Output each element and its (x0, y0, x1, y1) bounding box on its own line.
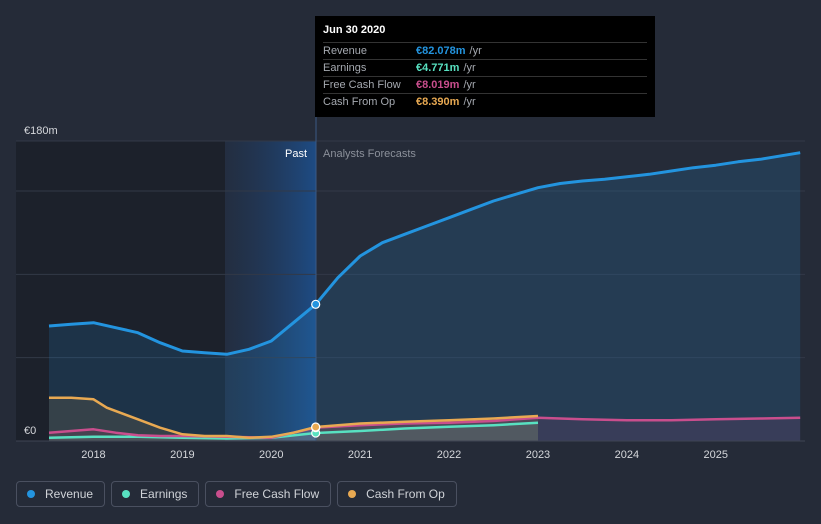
tooltip-date: Jun 30 2020 (323, 24, 386, 36)
tooltip-row: Revenue €82.078m/yr (323, 42, 647, 59)
free-cash-flow-line (48, 416, 801, 439)
tooltip-row-label: Cash From Op (323, 96, 396, 108)
tooltip-row: Cash From Op €8.390m/yr (323, 93, 647, 110)
cash-from-op-highlight-point[interactable] (311, 422, 321, 432)
tooltip-row: Earnings €4.771m/yr (323, 59, 647, 76)
legend: Revenue Earnings Free Cash Flow Cash From O… (16, 481, 457, 507)
tooltip-row-label: Earnings (323, 62, 367, 74)
tooltip-row-label: Free Cash Flow (323, 79, 401, 91)
legend-item-revenue[interactable]: Revenue (16, 481, 106, 507)
x-tick-label: 2025 (704, 449, 728, 461)
x-tick-label: 2022 (437, 449, 461, 461)
legend-label: Cash From Op (366, 487, 445, 501)
tooltip-row-value: €8.390m (416, 96, 460, 108)
cash-from-op-area (49, 397, 538, 441)
legend-item-free-cash-flow[interactable]: Free Cash Flow (205, 481, 332, 507)
legend-label: Free Cash Flow (234, 487, 320, 501)
x-tick-label: 2021 (348, 449, 372, 461)
tooltip-row-unit: /yr (463, 96, 476, 108)
x-tick-label: 2024 (615, 449, 639, 461)
forecast-label: Analysts Forecasts (323, 148, 416, 160)
tooltip-row-label: Revenue (323, 45, 368, 57)
legend-label: Earnings (140, 487, 188, 501)
legend-item-cash-from-op[interactable]: Cash From Op (337, 481, 457, 507)
x-tick-label: 2023 (526, 449, 550, 461)
x-tick-label: 2019 (170, 449, 194, 461)
series-lines (48, 151, 801, 440)
revenue-area (49, 152, 801, 441)
tooltip-row-unit: /yr (463, 79, 476, 91)
revenue-highlight-point[interactable] (311, 299, 321, 309)
cash-from-op-line (49, 396, 539, 439)
gridlines (16, 140, 805, 359)
legend-label: Revenue (45, 487, 94, 501)
legend-dot-icon (216, 490, 225, 498)
earnings-area (49, 422, 538, 441)
y-max-label: €180m (24, 125, 58, 137)
legend-dot-icon (348, 490, 357, 498)
tooltip-row-unit: /yr (469, 45, 482, 57)
series-areas (49, 152, 801, 441)
tooltip-row-unit: /yr (463, 62, 476, 74)
free-cash-flow-area (49, 417, 801, 441)
x-tick-label: 2020 (259, 449, 283, 461)
y-min-label: €0 (24, 425, 36, 437)
tooltip-row: Free Cash Flow €8.019m/yr (323, 76, 647, 93)
earnings-line (48, 421, 539, 440)
x-tick-label: 2018 (81, 449, 105, 461)
tooltip-row-value: €8.019m (416, 79, 460, 91)
tooltip-row-value: €4.771m (416, 62, 460, 74)
legend-dot-icon (27, 490, 35, 498)
legend-item-earnings[interactable]: Earnings (111, 481, 200, 507)
legend-dot-icon (122, 490, 131, 498)
highlight-markers (311, 299, 321, 438)
revenue-line (48, 151, 801, 356)
past-label: Past (285, 148, 307, 160)
x-tick-labels: 2018 2019 2020 2021 2022 2023 2024 2025 (81, 449, 728, 461)
tooltip: Jun 30 2020 Revenue €82.078m/yr Earnings €4… (315, 16, 655, 117)
tooltip-row-value: €82.078m (416, 45, 466, 57)
